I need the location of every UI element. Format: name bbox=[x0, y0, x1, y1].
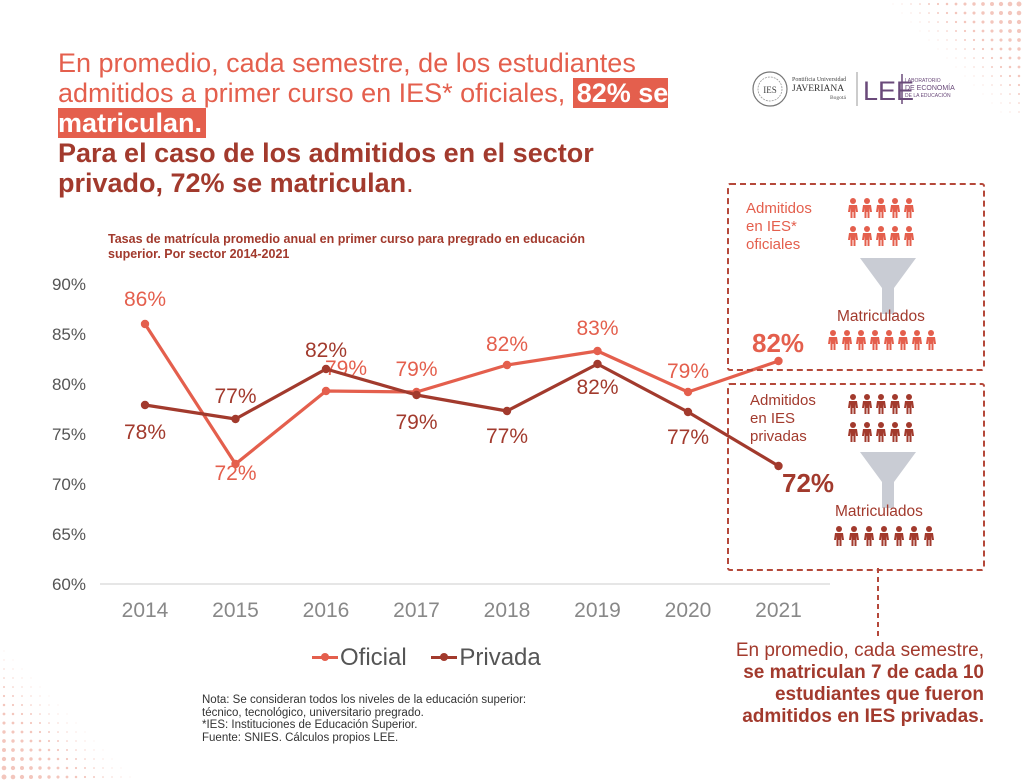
headline-dark-text: Para el caso de los admitidos en el sect… bbox=[58, 138, 594, 198]
data-label-privada: 82% bbox=[576, 376, 618, 399]
data-point-privada bbox=[140, 400, 150, 410]
y-tick-label: 70% bbox=[52, 475, 86, 494]
legend-label-oficial: Oficial bbox=[340, 643, 407, 671]
data-label-privada: 82% bbox=[305, 339, 347, 362]
data-point-privada bbox=[683, 407, 693, 417]
people-icons-matriculados-privada bbox=[834, 526, 934, 546]
x-tick-label: 2017 bbox=[393, 599, 440, 622]
x-tick-label: 2020 bbox=[665, 599, 712, 622]
y-tick-label: 60% bbox=[52, 575, 86, 594]
data-label-oficial: 79% bbox=[395, 358, 437, 381]
university-city: Bogotá bbox=[830, 95, 846, 101]
series-line-privada bbox=[144, 362, 780, 468]
box-privada-matriculados-label: Matriculados bbox=[835, 503, 923, 520]
summary-line-1: En promedio, cada semestre, bbox=[735, 640, 984, 661]
source-note: Nota: Se consideran todos los niveles de… bbox=[202, 694, 582, 744]
headline-end: . bbox=[406, 168, 414, 198]
note-line-3: *IES: Instituciones de Educación Superio… bbox=[202, 719, 418, 731]
lab-line1: LABORATORIO bbox=[905, 78, 941, 84]
data-point-oficial bbox=[231, 459, 240, 469]
summary-text: En promedio, cada semestre, se matricula… bbox=[684, 640, 984, 728]
box-oficial-label: Admitidos en IES* oficiales bbox=[746, 200, 812, 253]
university-top: Pontificia Universidad bbox=[792, 76, 846, 83]
data-label-oficial: 79% bbox=[325, 357, 367, 380]
y-tick-label: 90% bbox=[52, 275, 86, 294]
data-point-privada bbox=[231, 414, 240, 424]
data-label-oficial: 79% bbox=[667, 360, 709, 383]
data-point-oficial bbox=[140, 319, 150, 329]
legend-marker-privada bbox=[431, 653, 458, 661]
x-tick-label: 2014 bbox=[122, 599, 169, 622]
summary-line-4: admitidos en IES privadas. bbox=[742, 706, 984, 727]
data-point-privada bbox=[412, 390, 421, 400]
legend-label-privada: Privada bbox=[459, 643, 541, 671]
headline: En promedio, cada semestre, de los estud… bbox=[58, 48, 678, 198]
seal-text: IES bbox=[763, 85, 777, 95]
data-point-privada bbox=[593, 359, 602, 369]
university-name: JAVERIANA bbox=[792, 84, 844, 94]
y-tick-label: 80% bbox=[52, 375, 86, 394]
chart-legend: Oficial Privada bbox=[312, 638, 559, 672]
decorative-dots-top-right bbox=[892, 1, 1022, 113]
data-label-oficial: 72% bbox=[214, 462, 256, 485]
note-line-1: Nota: Se consideran todos los niveles de… bbox=[202, 694, 527, 706]
x-tick-label: 2016 bbox=[303, 599, 350, 622]
x-tick-label: 2018 bbox=[484, 599, 531, 622]
lab-line2: DE ECONOMÍA bbox=[905, 83, 955, 92]
data-label-privada: 79% bbox=[395, 411, 437, 434]
data-label-oficial: 86% bbox=[124, 288, 166, 311]
box-oficial-matriculados-label: Matriculados bbox=[837, 308, 925, 325]
x-tick-label: 2019 bbox=[574, 599, 621, 622]
y-tick-label: 85% bbox=[52, 325, 86, 344]
note-line-2: técnico, tecnológico, universitario preg… bbox=[202, 706, 424, 719]
box-privada bbox=[727, 383, 985, 571]
box-oficial bbox=[727, 183, 985, 371]
funnel-icon-oficial bbox=[860, 258, 916, 314]
summary-line-2: se matriculan 7 de cada 10 bbox=[743, 662, 984, 683]
data-label-privada: 77% bbox=[667, 426, 709, 449]
data-point-oficial bbox=[774, 356, 783, 366]
people-icons-admitidos-privada bbox=[848, 394, 914, 442]
y-tick-label: 75% bbox=[52, 425, 86, 444]
headline-light-text: En promedio, cada semestre, de los estud… bbox=[58, 48, 636, 108]
note-line-4: Fuente: SNIES. Cálculos propios LEE. bbox=[202, 731, 399, 744]
data-label-privada: 77% bbox=[486, 425, 528, 448]
lab-line3: DE LA EDUCACIÓN bbox=[905, 92, 951, 99]
y-tick-label: 65% bbox=[52, 525, 86, 544]
data-point-privada bbox=[502, 406, 512, 416]
data-label-privada: 78% bbox=[124, 421, 166, 444]
big-percent-privada: 72% bbox=[782, 468, 835, 498]
legend-marker-oficial bbox=[312, 653, 338, 661]
data-point-privada bbox=[774, 461, 783, 471]
funnel-icon-privada bbox=[860, 452, 916, 508]
x-tick-label: 2021 bbox=[755, 599, 802, 622]
data-point-oficial bbox=[502, 360, 512, 370]
data-point-oficial bbox=[683, 387, 693, 397]
box-privada-label: Admitidos en IES privadas bbox=[750, 392, 816, 445]
decorative-dots-bottom-left bbox=[1, 650, 131, 780]
data-point-oficial bbox=[321, 386, 331, 396]
series-line-oficial bbox=[143, 323, 780, 466]
connector-line bbox=[877, 568, 879, 638]
chart-title: Tasas de matrícula promedio anual en pri… bbox=[108, 232, 585, 261]
people-icons-matriculados-oficial bbox=[828, 330, 936, 350]
data-label-oficial: 82% bbox=[486, 333, 528, 356]
data-label-oficial: 83% bbox=[576, 317, 618, 340]
summary-line-3: estudiantes que fueron bbox=[774, 684, 984, 705]
data-label-privada: 77% bbox=[214, 385, 256, 408]
lee-logo: LEE bbox=[863, 76, 914, 106]
logo-area: IES Pontificia Universidad JAVERIANA Bog… bbox=[750, 66, 990, 116]
x-tick-label: 2015 bbox=[212, 599, 259, 622]
university-logo: IES Pontificia Universidad JAVERIANA Bog… bbox=[752, 71, 955, 107]
people-icons-admitidos-oficial bbox=[848, 198, 914, 246]
data-point-oficial bbox=[593, 346, 602, 356]
legend-item-oficial: Oficial bbox=[312, 644, 407, 672]
data-point-privada bbox=[321, 364, 331, 374]
legend-item-privada: Privada bbox=[431, 643, 541, 672]
big-percent-oficial: 82% bbox=[752, 328, 805, 358]
